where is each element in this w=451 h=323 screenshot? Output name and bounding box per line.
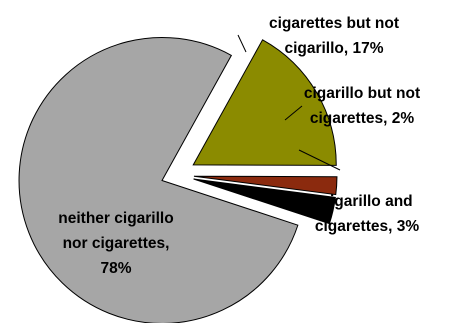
slice-label-line: 78% [100, 260, 131, 277]
slice-label-line: neither cigarillo [58, 210, 173, 227]
slice-label-line: cigarillo but not [304, 85, 420, 102]
slice-label-1: cigarettes but not cigarillo, 17% [269, 15, 399, 57]
slice-label-2: cigarillo but not cigarettes, 2% [304, 85, 420, 127]
slice-label-4: neither cigarillo nor cigarettes, 78% [58, 210, 173, 277]
slice-label-line: cigarettes, 3% [315, 218, 419, 235]
pie-slice-1 [192, 39, 337, 166]
pie-slice-2 [193, 175, 338, 196]
leader-line-3 [298, 149, 341, 171]
slice-label-line: cigarillo, 17% [284, 40, 383, 57]
slice-label-3: cigarillo and cigarettes, 3% [315, 193, 419, 235]
leader-line-2 [284, 105, 303, 121]
pie-slices [18, 37, 338, 323]
pie-slice-4 [18, 37, 299, 323]
leader-lines [237, 34, 341, 171]
leader-line-1 [237, 34, 247, 53]
slice-label-line: cigarettes but not [269, 15, 399, 32]
pie-slice-3 [193, 178, 336, 225]
slice-labels: cigarettes but not cigarillo, 17% cigarill… [58, 15, 420, 277]
slice-label-line: nor cigarettes, [63, 235, 170, 252]
slice-label-line: cigarettes, 2% [310, 110, 414, 127]
slice-label-line: cigarillo and [321, 193, 412, 210]
